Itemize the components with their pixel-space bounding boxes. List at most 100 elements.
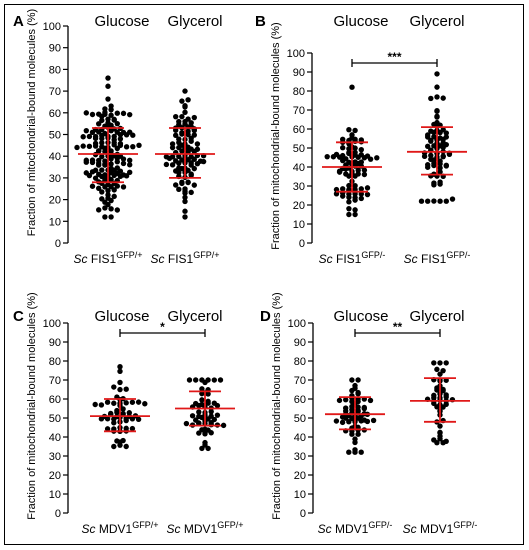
data-point bbox=[443, 162, 449, 168]
data-point bbox=[173, 182, 179, 188]
panel-letter: A bbox=[13, 13, 24, 30]
y-tick-label: 70 bbox=[49, 375, 61, 387]
data-point bbox=[105, 120, 111, 126]
data-point bbox=[182, 214, 188, 220]
data-point bbox=[349, 84, 355, 90]
data-point bbox=[176, 165, 182, 171]
data-point bbox=[431, 180, 437, 186]
data-point bbox=[182, 88, 188, 94]
data-point bbox=[193, 400, 199, 407]
data-point bbox=[92, 175, 99, 181]
data-point bbox=[179, 157, 185, 163]
data-point bbox=[434, 366, 440, 373]
y-tick-label: 40 bbox=[49, 432, 61, 444]
data-point bbox=[202, 426, 208, 432]
data-point bbox=[99, 153, 105, 160]
data-point bbox=[105, 75, 111, 81]
data-point bbox=[92, 167, 99, 173]
data-point bbox=[123, 400, 129, 406]
data-point bbox=[191, 182, 197, 188]
data-point bbox=[361, 171, 368, 178]
data-point bbox=[96, 185, 102, 191]
data-point bbox=[111, 426, 117, 432]
data-point bbox=[183, 420, 190, 427]
y-axis-label: Fraction of mitochondrial-bound molecule… bbox=[270, 22, 282, 249]
data-point bbox=[346, 449, 352, 455]
data-point bbox=[86, 143, 93, 150]
data-point bbox=[425, 132, 431, 138]
data-point bbox=[199, 397, 205, 403]
y-tick-label: 80 bbox=[293, 86, 305, 98]
panel-letter: C bbox=[13, 308, 24, 325]
data-point bbox=[102, 205, 108, 211]
y-tick-label: 0 bbox=[55, 508, 61, 520]
y-tick-label: 60 bbox=[293, 124, 305, 136]
data-point bbox=[114, 120, 121, 127]
data-point bbox=[83, 127, 90, 134]
category-prefix: Sc bbox=[151, 252, 165, 266]
data-point bbox=[188, 154, 194, 160]
data-point bbox=[355, 389, 361, 396]
data-point bbox=[129, 399, 136, 405]
panel-C: C Glucose Glycerol 0 10 20 30 40 50 60 70 80 90 100 Fr… bbox=[13, 292, 243, 536]
data-point bbox=[96, 171, 102, 178]
y-tick-label: 10 bbox=[293, 219, 305, 231]
data-point bbox=[425, 198, 431, 204]
data-point bbox=[352, 207, 358, 213]
category-prefix: Sc bbox=[74, 252, 88, 266]
x-category-label: Sc MDV1GFP/- bbox=[403, 520, 478, 536]
data-point bbox=[163, 161, 170, 168]
data-point bbox=[443, 438, 449, 444]
category-superscript: GFP/+ bbox=[193, 250, 219, 260]
y-tick-label: 40 bbox=[293, 162, 305, 174]
data-point bbox=[117, 368, 123, 374]
condition-title-glycerol: Glycerol bbox=[167, 13, 222, 30]
y-tick-label: 0 bbox=[299, 238, 305, 250]
data-point bbox=[176, 186, 182, 192]
category-superscript: GFP/- bbox=[453, 520, 477, 530]
series-glycerol bbox=[155, 88, 215, 220]
y-tick-label: 100 bbox=[43, 318, 61, 330]
data-point bbox=[83, 157, 90, 163]
data-point bbox=[202, 431, 208, 437]
data-point bbox=[89, 157, 96, 163]
data-point bbox=[367, 397, 374, 404]
data-point bbox=[364, 185, 371, 191]
y-tick-label: 90 bbox=[293, 67, 305, 79]
data-point bbox=[352, 127, 358, 134]
data-point bbox=[111, 193, 117, 200]
data-point bbox=[361, 167, 368, 173]
data-point bbox=[336, 397, 343, 404]
data-point bbox=[102, 158, 108, 164]
y-tick-label: 100 bbox=[43, 21, 61, 33]
condition-title-glucose: Glucose bbox=[94, 13, 149, 30]
x-category-label: Sc FIS1GFP/+ bbox=[74, 250, 143, 266]
data-point bbox=[196, 413, 202, 420]
data-point bbox=[127, 157, 133, 164]
category-name: MDV1 bbox=[332, 522, 369, 536]
data-point bbox=[205, 377, 211, 383]
data-point bbox=[114, 407, 120, 414]
data-point bbox=[437, 135, 443, 141]
data-point bbox=[117, 364, 123, 370]
y-axis-label: Fraction of mitochondrial-bound molecule… bbox=[271, 292, 283, 519]
data-point bbox=[188, 171, 194, 177]
data-point bbox=[86, 133, 93, 140]
y-tick-label: 50 bbox=[49, 130, 61, 142]
y-tick-label: 60 bbox=[49, 394, 61, 406]
data-point bbox=[96, 111, 102, 117]
data-point bbox=[96, 157, 102, 164]
data-point bbox=[196, 409, 202, 415]
data-point bbox=[130, 143, 136, 150]
figure: A Glucose Glycerol 0 10 20 30 40 50 60 70 80 90 100 Fr… bbox=[4, 4, 524, 545]
condition-title-glycerol: Glycerol bbox=[167, 308, 222, 325]
data-point bbox=[105, 181, 111, 188]
data-point bbox=[358, 159, 364, 165]
data-point bbox=[343, 171, 349, 177]
data-point bbox=[346, 205, 352, 212]
y-tick-label: 20 bbox=[49, 195, 61, 207]
data-point bbox=[169, 162, 176, 168]
data-point bbox=[111, 400, 117, 406]
data-point bbox=[108, 161, 114, 167]
data-point bbox=[89, 111, 96, 118]
